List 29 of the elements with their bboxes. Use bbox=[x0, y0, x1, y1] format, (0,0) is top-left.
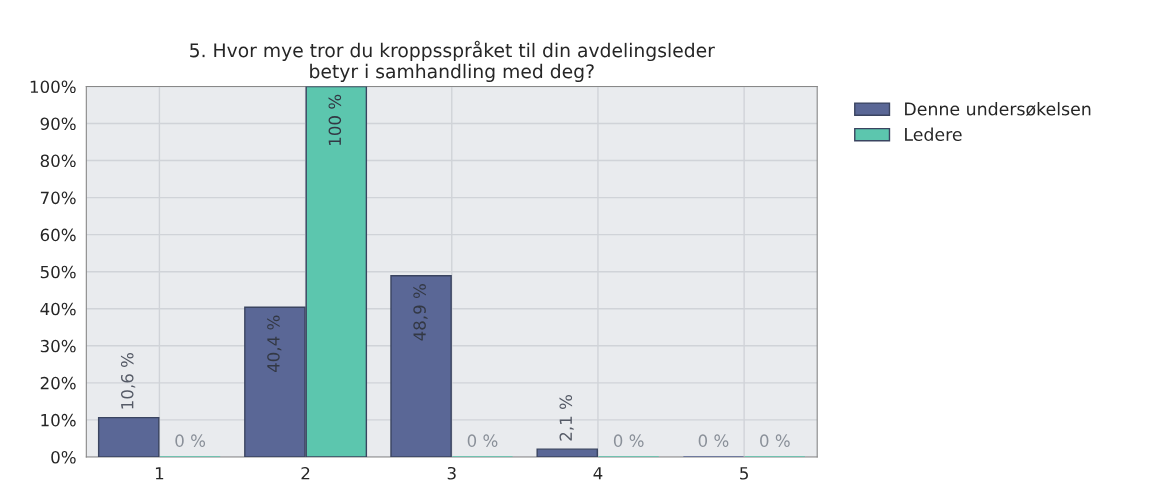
y-tick-label: 70% bbox=[40, 191, 76, 205]
x-tick-label: 3 bbox=[447, 466, 456, 480]
data-label: 0 % bbox=[467, 434, 498, 447]
data-label: 2,1 % bbox=[559, 395, 574, 441]
x-tick-label: 5 bbox=[740, 467, 748, 480]
x-tick-label: 4 bbox=[593, 467, 603, 480]
legend-label: Denne undersøkelsen bbox=[905, 102, 1091, 117]
y-tick-label: 90% bbox=[40, 117, 76, 131]
data-label: 0 % bbox=[760, 434, 790, 447]
data-label: 0 % bbox=[175, 434, 206, 447]
y-tick-label: 0% bbox=[51, 450, 76, 464]
y-tick-label: 100% bbox=[30, 80, 76, 94]
x-tick-label: 1 bbox=[155, 467, 164, 480]
y-tick-label: 20% bbox=[40, 376, 76, 390]
data-label: 0 % bbox=[613, 434, 644, 447]
data-label: 48,9 % bbox=[413, 284, 428, 341]
y-tick-label: 40% bbox=[40, 302, 76, 316]
y-tick-label: 50% bbox=[40, 265, 76, 279]
data-label: 10,6 % bbox=[120, 352, 136, 409]
data-label: 100 % bbox=[328, 94, 342, 145]
x-tick-label: 2 bbox=[301, 466, 310, 480]
y-tick-label: 30% bbox=[40, 339, 76, 353]
legend-label: Ledere bbox=[905, 127, 962, 141]
data-label: 40,4 % bbox=[267, 315, 282, 373]
y-tick-label: 80% bbox=[40, 154, 76, 168]
y-tick-label: 60% bbox=[40, 228, 76, 242]
data-label: 0 % bbox=[698, 434, 729, 447]
y-tick-label: 10% bbox=[41, 413, 76, 427]
chart-title: 5. Hvor mye tror du kroppsspråket til din avdelingsleder betyr i samhandling med deg? bbox=[190, 40, 715, 83]
